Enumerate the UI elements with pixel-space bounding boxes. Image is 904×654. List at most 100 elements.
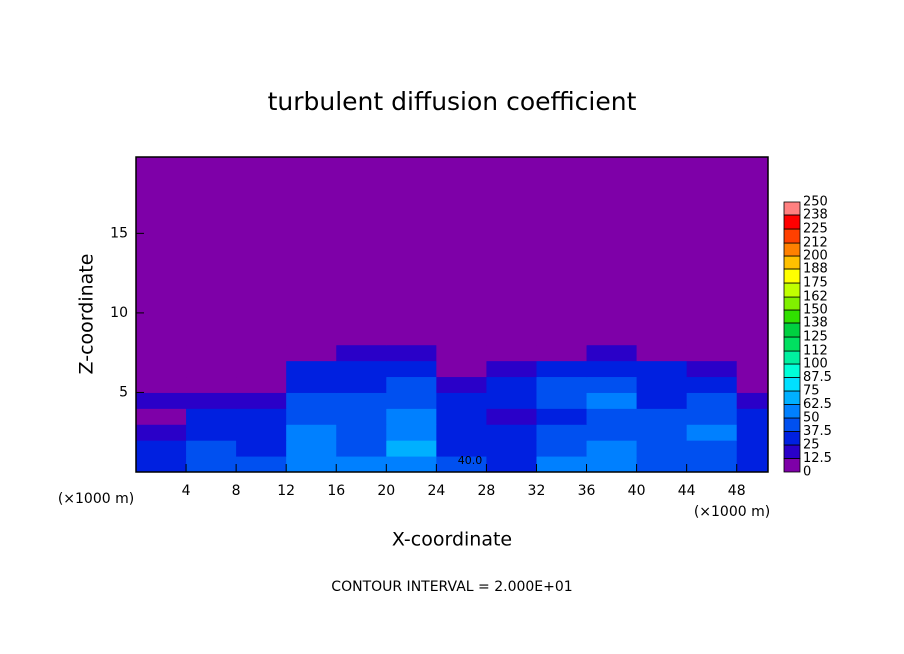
colorbar-label: 162 bbox=[803, 290, 828, 305]
heatmap-cell bbox=[236, 360, 287, 378]
x-axis-label: X-coordinate bbox=[392, 529, 512, 551]
colorbar-label: 25 bbox=[803, 438, 820, 453]
colorbar-label: 150 bbox=[803, 303, 828, 318]
heatmap-cell bbox=[586, 456, 638, 472]
heatmap-cell bbox=[136, 344, 187, 362]
heatmap-cell bbox=[636, 360, 688, 378]
heatmap-cell bbox=[736, 392, 768, 409]
heatmap-cell bbox=[536, 376, 588, 393]
heatmap-cell bbox=[286, 440, 337, 457]
colorbar-label: 250 bbox=[803, 195, 828, 210]
x-unit-label: (×1000 m) bbox=[694, 504, 770, 520]
colorbar-swatch bbox=[783, 458, 801, 473]
heatmap-cell bbox=[436, 392, 487, 409]
heatmap-cell bbox=[736, 440, 768, 457]
colorbar-swatch bbox=[783, 282, 801, 298]
heatmap-cell bbox=[236, 440, 287, 457]
heatmap-cell bbox=[636, 440, 688, 457]
colorbar-label: 75 bbox=[803, 384, 820, 399]
heatmap-cell bbox=[486, 424, 537, 441]
y-axis-label: Z-coordinate bbox=[76, 254, 98, 375]
colorbar-label: 138 bbox=[803, 315, 828, 330]
heatmap-cell bbox=[486, 392, 537, 409]
colorbar-swatch bbox=[783, 255, 801, 270]
heatmap-cell bbox=[386, 376, 437, 393]
heatmap-cell bbox=[736, 376, 768, 393]
colorbar-swatch bbox=[783, 214, 801, 230]
colorbar-label: 238 bbox=[803, 207, 828, 222]
heatmap-cell bbox=[186, 376, 237, 393]
plot-area: 40.0 bbox=[136, 157, 768, 472]
heatmap-cell bbox=[336, 344, 387, 362]
heatmap-cell bbox=[336, 328, 387, 346]
heatmap-cell bbox=[486, 360, 537, 378]
heatmap-cell bbox=[286, 456, 337, 472]
heatmap-cell bbox=[686, 360, 738, 378]
colorbar-label: 62.5 bbox=[803, 397, 832, 412]
heatmap-cell bbox=[636, 344, 688, 362]
heatmap-cell bbox=[136, 392, 187, 409]
heatmap-cell bbox=[586, 408, 638, 425]
heatmap-cell bbox=[286, 376, 337, 393]
heatmap-cell bbox=[386, 440, 437, 457]
x-tick-label: 40 bbox=[628, 483, 646, 499]
heatmap-cell bbox=[536, 344, 588, 362]
heatmap-cell bbox=[736, 424, 768, 441]
heatmap-cell bbox=[686, 424, 738, 441]
colorbar-swatch bbox=[783, 350, 801, 365]
heatmap-cell bbox=[186, 440, 237, 457]
heatmap-cell bbox=[286, 360, 337, 378]
heatmap-cell bbox=[686, 408, 738, 425]
heatmap-cell bbox=[236, 424, 287, 441]
colorbar-label: 87.5 bbox=[803, 370, 832, 385]
colorbar-label: 50 bbox=[803, 411, 820, 426]
heatmap-cell bbox=[486, 328, 537, 346]
colorbar-label: 37.5 bbox=[803, 424, 832, 439]
colorbar-swatch bbox=[783, 268, 801, 284]
heatmap-cell bbox=[336, 376, 387, 393]
y-tick-label: 5 bbox=[119, 384, 128, 400]
heatmap-cell bbox=[686, 392, 738, 409]
heatmap-cell bbox=[436, 408, 487, 425]
heatmap-cell bbox=[436, 376, 487, 393]
heatmap-cell bbox=[736, 360, 768, 378]
chart-title: turbulent diffusion coefficient bbox=[268, 87, 637, 116]
colorbar-label: 225 bbox=[803, 222, 828, 237]
heatmap-cell bbox=[586, 424, 638, 441]
x-tick-label: 16 bbox=[327, 483, 345, 499]
heatmap-cell bbox=[636, 408, 688, 425]
heatmap-cell bbox=[536, 440, 588, 457]
heatmap-cell bbox=[386, 424, 437, 441]
x-unit-label: (×1000 m) bbox=[58, 491, 134, 507]
heatmap-cell bbox=[186, 456, 237, 472]
heatmap-cell bbox=[736, 408, 768, 425]
colorbar-swatch bbox=[783, 322, 801, 338]
heatmap-cell bbox=[736, 328, 768, 346]
x-tick-label: 12 bbox=[277, 483, 295, 499]
heatmap-cell bbox=[586, 360, 638, 378]
colorbar-swatch bbox=[783, 390, 801, 405]
heatmap-cell bbox=[486, 408, 537, 425]
colorbar-swatch bbox=[783, 377, 801, 392]
heatmap-cell bbox=[386, 392, 437, 409]
heatmap-cell bbox=[236, 408, 287, 425]
heatmap-cell bbox=[336, 424, 387, 441]
colorbar-label: 112 bbox=[803, 344, 828, 359]
heatmap-cell bbox=[436, 328, 487, 346]
heatmap-cell bbox=[436, 344, 487, 362]
heatmap-cell bbox=[336, 392, 387, 409]
x-tick-label: 4 bbox=[182, 483, 191, 499]
heatmap-cell bbox=[136, 360, 187, 378]
heatmap-cell bbox=[136, 408, 187, 425]
heatmap-cell bbox=[486, 344, 537, 362]
heatmap-cell bbox=[536, 408, 588, 425]
plot-frame bbox=[135, 156, 769, 473]
heatmap-cell bbox=[136, 424, 187, 441]
colorbar-swatch bbox=[783, 228, 801, 244]
heatmap-cell bbox=[336, 360, 387, 378]
heatmap-cell bbox=[436, 456, 487, 472]
colorbar-label: 12.5 bbox=[803, 451, 832, 466]
heatmap-cell bbox=[586, 376, 638, 393]
heatmap-cell bbox=[586, 392, 638, 409]
